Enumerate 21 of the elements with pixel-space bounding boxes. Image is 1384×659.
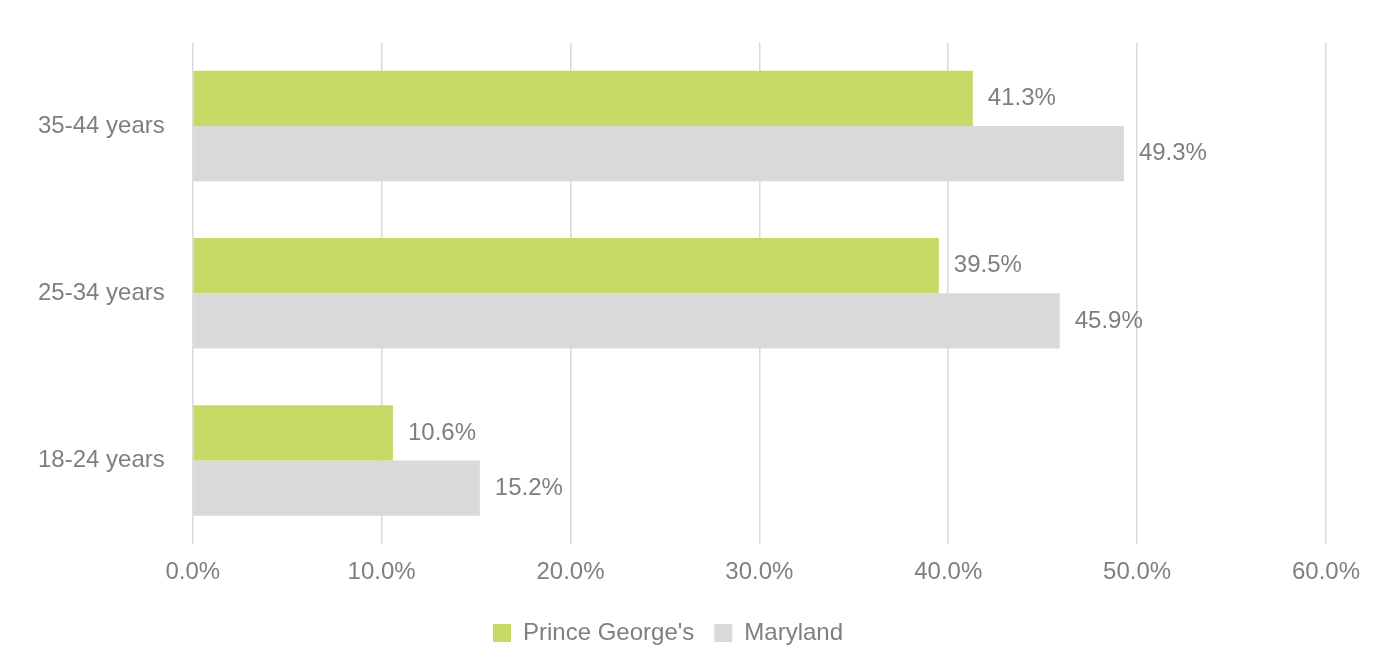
x-tick-label: 40.0% [914,557,983,585]
y-tick-label: 18-24 years [37,445,165,473]
bar [193,238,939,294]
x-tick-label: 30.0% [725,557,794,585]
x-tick-label: 10.0% [347,557,416,585]
data-label: 49.3% [1138,138,1207,166]
legend-label: Prince George's [522,617,695,645]
bar [193,405,393,461]
legend-label: Maryland [744,617,844,645]
data-label: 39.5% [953,250,1022,278]
data-label: 15.2% [494,472,563,500]
y-tick-label: 35-44 years [37,110,165,138]
data-label: 45.9% [1074,305,1143,333]
data-label: 10.6% [407,417,477,445]
x-tick-label: 60.0% [1291,557,1361,585]
y-tick-label: 25-34 years [37,277,165,305]
x-tick-label: 50.0% [1103,557,1172,585]
data-label: 41.3% [987,83,1056,111]
x-tick-label: 0.0% [165,557,221,585]
bar [193,70,973,127]
x-tick-label: 20.0% [536,557,605,585]
